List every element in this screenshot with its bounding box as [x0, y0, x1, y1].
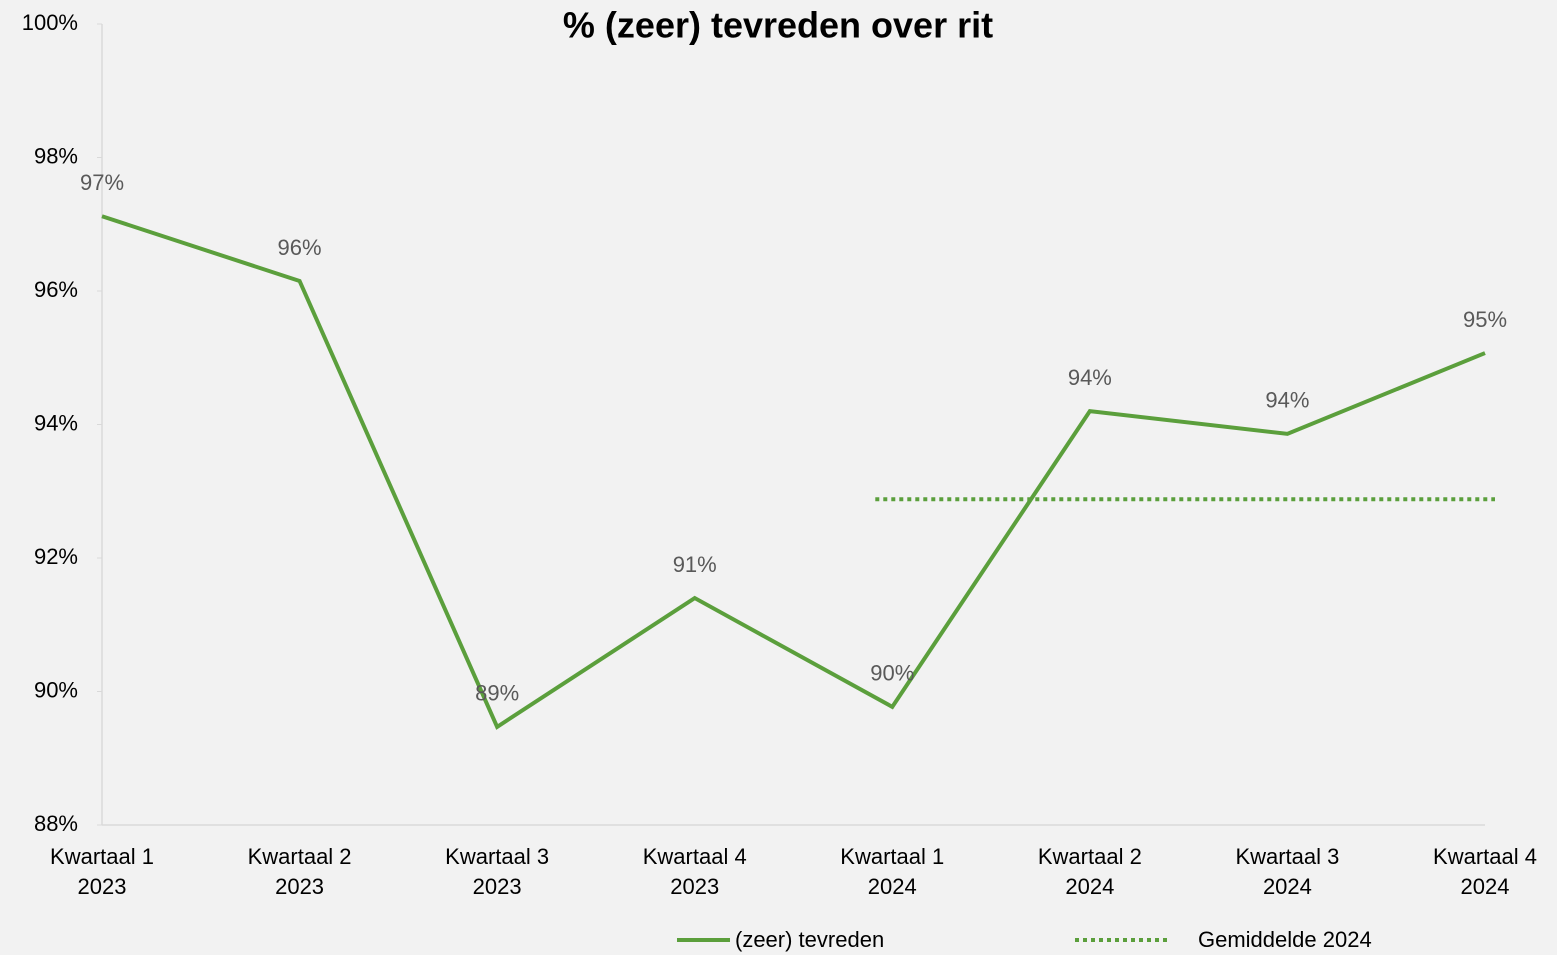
- x-tick-label: Kwartaal 2: [248, 844, 352, 869]
- x-tick-label: Kwartaal 2: [1038, 844, 1142, 869]
- x-tick-label: 2024: [1263, 874, 1312, 899]
- x-tick-label: 2023: [78, 874, 127, 899]
- y-tick-label: 90%: [34, 677, 78, 702]
- x-tick-label: Kwartaal 4: [1433, 844, 1537, 869]
- chart-title: % (zeer) tevreden over rit: [563, 5, 993, 46]
- y-tick-label: 98%: [34, 143, 78, 168]
- y-tick-label: 94%: [34, 410, 78, 435]
- data-label: 90%: [870, 661, 914, 686]
- y-tick-label: 100%: [22, 10, 78, 35]
- legend-label: (zeer) tevreden: [735, 927, 884, 952]
- data-label: 91%: [673, 552, 717, 577]
- y-tick-label: 96%: [34, 277, 78, 302]
- x-tick-label: 2023: [275, 874, 324, 899]
- y-tick-label: 92%: [34, 544, 78, 569]
- x-tick-label: 2024: [1065, 874, 1114, 899]
- y-tick-label: 88%: [34, 811, 78, 836]
- x-tick-label: Kwartaal 4: [643, 844, 747, 869]
- series-line: [101, 214, 1486, 730]
- data-label: 95%: [1463, 307, 1507, 332]
- x-tick-label: Kwartaal 1: [840, 844, 944, 869]
- x-tick-label: 2023: [473, 874, 522, 899]
- x-tick-label: Kwartaal 1: [50, 844, 154, 869]
- x-tick-label: Kwartaal 3: [1235, 844, 1339, 869]
- data-label: 94%: [1068, 365, 1112, 390]
- data-label: 96%: [278, 235, 322, 260]
- data-label: 97%: [80, 170, 124, 195]
- x-tick-label: Kwartaal 3: [445, 844, 549, 869]
- data-label: 94%: [1265, 388, 1309, 413]
- x-tick-label: 2024: [868, 874, 917, 899]
- legend-label: Gemiddelde 2024: [1198, 927, 1372, 952]
- x-tick-label: 2024: [1461, 874, 1510, 899]
- data-label: 89%: [475, 681, 519, 706]
- x-tick-label: 2023: [670, 874, 719, 899]
